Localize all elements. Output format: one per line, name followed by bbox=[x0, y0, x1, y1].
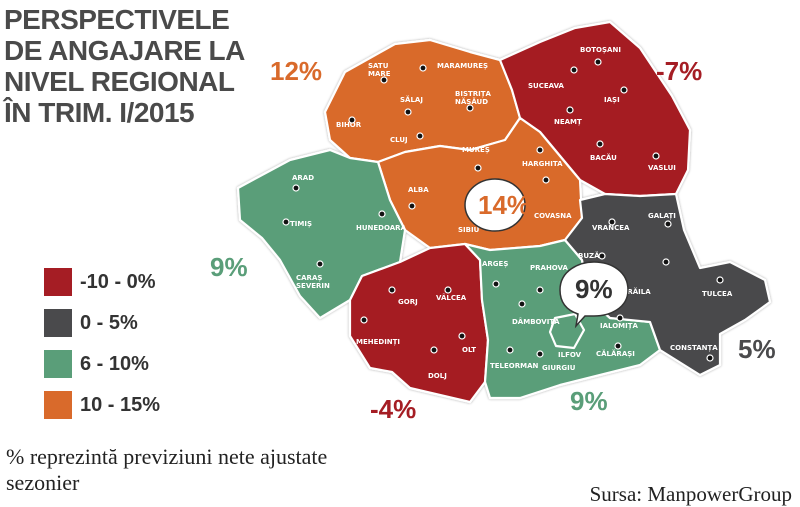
county-seat-dots bbox=[282, 58, 724, 362]
county-constanta: CONSTANȚA bbox=[670, 344, 718, 353]
title-line: NIVEL REGIONAL bbox=[4, 66, 235, 97]
county-gorj: GORJ bbox=[398, 298, 418, 306]
county-cluj: CLUJ bbox=[390, 136, 408, 144]
pct-nord-est: -7% bbox=[656, 56, 702, 86]
bucuresti-bubble bbox=[559, 261, 629, 329]
legend-swatch-red bbox=[44, 268, 72, 296]
legend-swatch-orange bbox=[44, 391, 72, 419]
county-caras: CARAȘ SEVERIN bbox=[296, 274, 330, 290]
county-buzau: BUZĂU bbox=[578, 251, 605, 260]
county-maramures: MARAMUREȘ bbox=[437, 62, 488, 70]
legend-label: -10 - 0% bbox=[80, 270, 156, 293]
title-line: ÎN TRIM. I/2015 bbox=[4, 97, 195, 128]
footnote: % reprezintă previziuni nete ajustate se… bbox=[6, 444, 328, 495]
pct-sud: 9% bbox=[570, 386, 608, 416]
county-prahova: PRAHOVA bbox=[530, 264, 569, 272]
county-olt: OLT bbox=[462, 346, 476, 354]
legend-label: 6 - 10% bbox=[80, 352, 149, 375]
county-braila: BRĂILA bbox=[622, 287, 651, 296]
pct-sud-vest: -4% bbox=[370, 394, 416, 424]
title-line: DE ANGAJARE LA bbox=[4, 35, 245, 66]
county-ilfov: ILFOV bbox=[558, 351, 582, 359]
source-credit: Sursa: ManpowerGroup bbox=[589, 482, 792, 506]
region-sud-vest bbox=[348, 242, 490, 404]
county-bistrita: BISTRIȚA NĂSĂUD bbox=[455, 90, 492, 106]
pct-centru: 14% bbox=[478, 190, 530, 220]
county-valcea: VÂLCEA bbox=[436, 293, 467, 302]
county-tulcea: TULCEA bbox=[702, 290, 733, 298]
legend-swatch-green bbox=[44, 350, 72, 378]
county-dambovita: DÂMBOVIȚA bbox=[512, 317, 560, 327]
county-arad: ARAD bbox=[292, 174, 314, 182]
county-alba: ALBA bbox=[408, 186, 429, 194]
pct-bucuresti: 9% bbox=[575, 274, 613, 304]
legend-label: 0 - 5% bbox=[80, 311, 138, 334]
pct-vest: 9% bbox=[210, 252, 248, 282]
county-teleorman: TELEORMAN bbox=[490, 362, 539, 370]
pct-nord-vest: 12% bbox=[270, 56, 322, 86]
county-satu-mare: SATU MARE bbox=[368, 62, 391, 78]
title-line: PERSPECTIVELE bbox=[4, 4, 230, 35]
county-galati: GALAȚI bbox=[648, 212, 676, 221]
county-bacau: BACĂU bbox=[590, 153, 617, 162]
county-salaj: SĂLAJ bbox=[400, 95, 423, 104]
county-ialomita: IALOMIȚA bbox=[600, 322, 639, 331]
infographic-title: PERSPECTIVELE DE ANGAJARE LA NIVEL REGIO… bbox=[4, 4, 245, 128]
county-vrancea: VRANCEA bbox=[592, 224, 630, 232]
legend-item: -10 - 0% bbox=[44, 268, 160, 296]
county-neamt: NEAMȚ bbox=[554, 118, 582, 127]
county-hunedoara: HUNEDOARA bbox=[356, 224, 407, 232]
map-legend: -10 - 0% 0 - 5% 6 - 10% 10 - 15% bbox=[44, 268, 160, 432]
county-iasi: IAȘI bbox=[604, 96, 620, 104]
centru-bubble bbox=[464, 178, 526, 232]
county-arges: ARGEȘ bbox=[482, 260, 508, 268]
county-botosani: BOTOȘANI bbox=[580, 46, 621, 54]
legend-item: 6 - 10% bbox=[44, 350, 160, 378]
county-dolj: DOLJ bbox=[428, 372, 447, 380]
pct-sud-est: 5% bbox=[738, 334, 776, 364]
legend-item: 10 - 15% bbox=[44, 391, 160, 419]
county-calarasi: CĂLĂRAȘI bbox=[596, 349, 635, 358]
county-giurgiu: GIURGIU bbox=[542, 364, 576, 372]
legend-swatch-gray bbox=[44, 309, 72, 337]
county-suceava: SUCEAVA bbox=[528, 82, 565, 90]
legend-label: 10 - 15% bbox=[80, 393, 161, 416]
county-vaslui: VASLUI bbox=[648, 164, 676, 172]
county-timis: TIMIȘ bbox=[290, 220, 312, 228]
county-bihor: BIHOR bbox=[336, 121, 362, 129]
legend-item: 0 - 5% bbox=[44, 309, 160, 337]
county-covasna: COVASNA bbox=[534, 212, 572, 220]
county-mehedinti: MEHEDINȚI bbox=[356, 338, 400, 347]
county-mures: MUREȘ bbox=[462, 146, 490, 154]
county-sibiu: SIBIU bbox=[458, 226, 480, 234]
region-bucuresti-ilfov bbox=[548, 312, 586, 350]
county-harghita: HARGHITA bbox=[522, 160, 563, 168]
